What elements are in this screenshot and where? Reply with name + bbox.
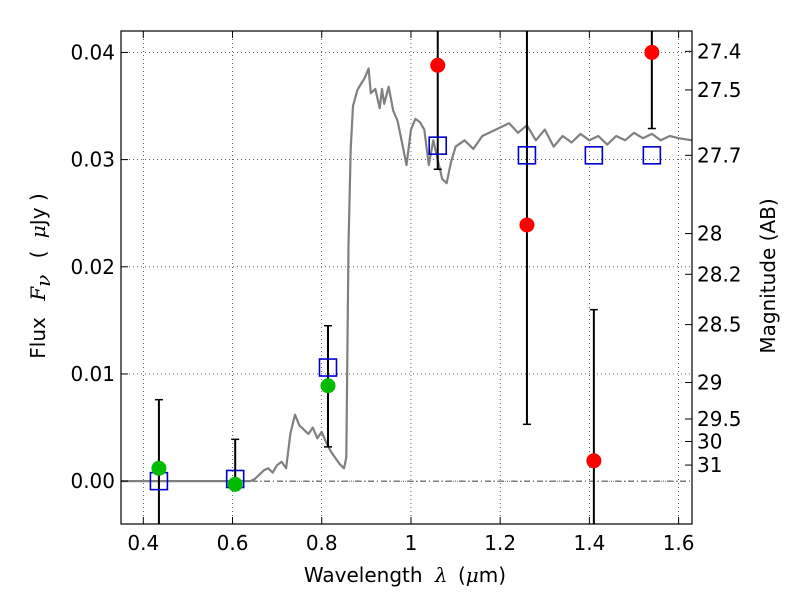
observed-point [586, 453, 602, 469]
model-photometry [149, 136, 662, 491]
spectrum-line [121, 67, 693, 483]
model-point [517, 146, 537, 165]
right-tick-label: 31 [697, 453, 722, 477]
observed-point [519, 217, 535, 233]
observed-point [644, 44, 660, 60]
model-point [584, 146, 604, 165]
y-axis-label: Flux Fν ( μJy ) [26, 193, 55, 358]
x-tick-label: 1.6 [663, 531, 695, 555]
right-tick-label: 28.5 [697, 313, 742, 337]
observed-point [430, 57, 446, 73]
plot-frame [120, 30, 693, 525]
observed-photometry [151, 44, 660, 492]
right-tick-label: 30 [697, 429, 722, 453]
x-tick-label: 0.4 [127, 531, 159, 555]
observed-point [151, 460, 167, 476]
error-bars [154, 31, 656, 524]
x-tick-label: 1.4 [573, 531, 605, 555]
grid [121, 31, 692, 524]
right-tick-label: 29 [697, 371, 722, 395]
y-tick-label: 0.02 [70, 255, 115, 279]
x-tick-label: 0.8 [306, 531, 338, 555]
x-ticks: 0.4 0.6 0.8 1 1.2 1.4 1.6 [127, 31, 695, 555]
model-point [428, 136, 448, 155]
right-tick-label: 29.5 [697, 407, 742, 431]
right-tick-label: 27.4 [697, 39, 742, 63]
right-tick-label: 27.7 [697, 143, 742, 167]
y-tick-label: 0.04 [70, 40, 115, 64]
model-point [642, 146, 662, 165]
right-tick-label: 27.5 [697, 78, 742, 102]
axes [120, 30, 693, 525]
y-tick-label: 0.00 [70, 469, 115, 493]
observed-point [227, 476, 243, 492]
model-spectrum [121, 67, 693, 483]
x-tick-label: 1 [405, 531, 418, 555]
observed-point [320, 378, 336, 394]
x-tick-label: 1.2 [484, 531, 516, 555]
right-tick-label: 28 [697, 222, 722, 246]
y-ticks: 0.00 0.01 0.02 0.03 0.04 [70, 40, 128, 493]
right-tick-label: 28.2 [697, 262, 742, 286]
model-point [318, 358, 338, 377]
y-tick-label: 0.03 [70, 148, 115, 172]
y-tick-label: 0.01 [70, 362, 115, 386]
x-axis-label: Wavelength λ (μm) [304, 563, 506, 587]
x-tick-label: 0.6 [217, 531, 249, 555]
right-axis-label: Magnitude (AB) [756, 198, 780, 353]
